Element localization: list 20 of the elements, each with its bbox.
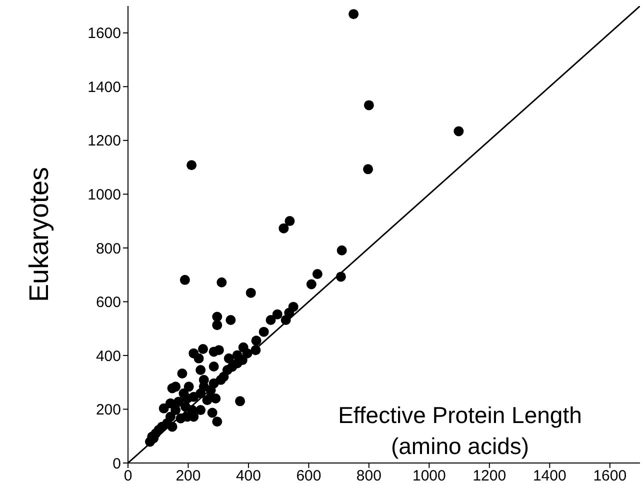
- x-tick-label: 1200: [472, 468, 506, 485]
- y-tick-label: 1000: [88, 186, 121, 204]
- y-tick-label: 800: [96, 240, 121, 258]
- annotation: Effective Protein Length (amino acids): [337, 401, 583, 461]
- y-tick-label: 600: [96, 294, 121, 312]
- y-tick-label: 1400: [88, 78, 121, 96]
- x-tick-label: 400: [236, 468, 261, 485]
- x-tick-label: 200: [176, 468, 201, 485]
- x-tick-label: 1400: [532, 468, 566, 485]
- y-tick-label: 0: [112, 455, 121, 472]
- y-tick-label: 200: [96, 402, 121, 419]
- x-tick-label: 600: [296, 468, 322, 485]
- x-tick-label: 800: [356, 468, 382, 485]
- y-axis-title: Eukaryotes: [24, 166, 54, 302]
- y-tick-label: 1600: [88, 25, 121, 42]
- x-tick-label: 0: [124, 468, 132, 485]
- x-tick-label: 1600: [593, 468, 627, 485]
- y-tick-label: 400: [96, 348, 121, 365]
- y-tick-label: 1200: [88, 132, 121, 150]
- x-tick-label: 1000: [412, 468, 446, 485]
